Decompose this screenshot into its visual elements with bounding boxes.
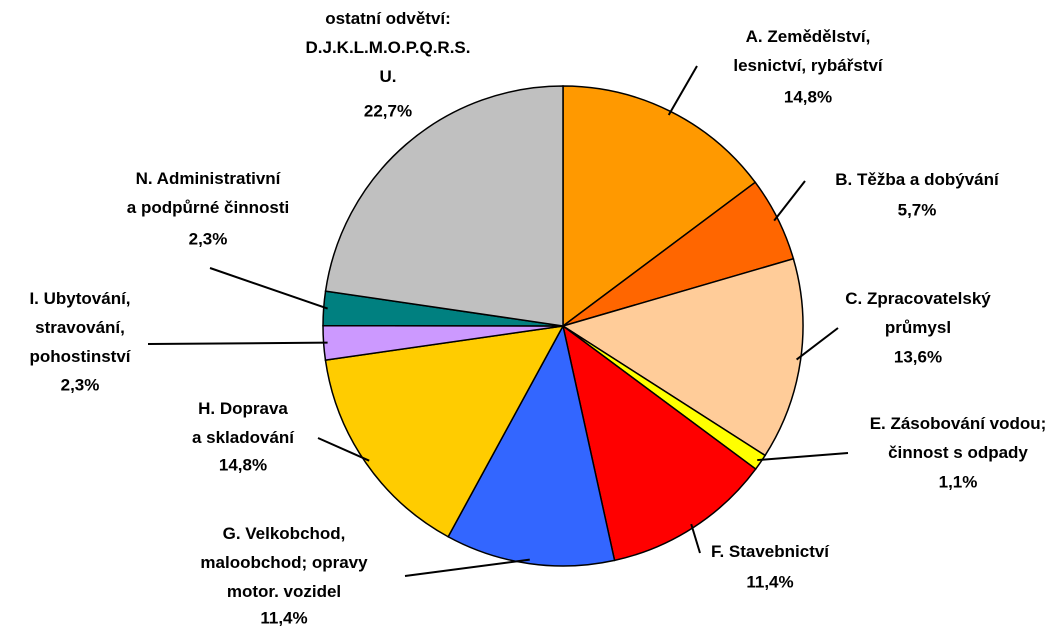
value-label: 5,7% (898, 200, 937, 219)
slice-label: E. Zásobování vodou; činnost s odpady (870, 414, 1047, 462)
slice-label: ostatní odvětví: D.J.K.L.M.O.P.Q.R.S. U. (306, 9, 471, 86)
value-label: 14,8% (784, 87, 832, 106)
slice-label: A. Zemědělství, lesnictví, rybářství (733, 27, 884, 75)
leader-line (795, 327, 839, 361)
value-label: 13,6% (894, 347, 942, 366)
slice-label: B. Těžba a dobývání (835, 170, 1000, 189)
value-label: 1,1% (939, 472, 978, 491)
slice-label: H. Doprava a skladování (192, 399, 295, 447)
value-label: 2,3% (189, 229, 228, 248)
leader-line (147, 341, 328, 345)
slice-label: N. Administrativní a podpůrné činnosti (127, 169, 289, 217)
leader-line (757, 452, 849, 462)
leader-line (317, 437, 370, 462)
pie-slice (324, 325, 565, 538)
pie-slice (561, 257, 804, 457)
slice-label: F. Stavebnictví (711, 542, 830, 561)
leader-line (209, 267, 328, 310)
value-label: 11,4% (746, 572, 793, 591)
slice-label: G. Velkobchod, maloobchod; opravy motor. v… (200, 524, 368, 601)
leader-line (690, 523, 701, 554)
slice-label: I. Ubytování, stravování, pohostinství (29, 289, 131, 366)
value-label: 22,7% (364, 101, 412, 120)
value-label: 11,4% (260, 608, 307, 627)
pie-slice (561, 324, 757, 562)
pie-slice (324, 85, 564, 327)
value-label: 2,3% (61, 375, 100, 394)
leader-line (667, 65, 698, 116)
leader-line (773, 180, 806, 222)
leader-line (404, 558, 530, 577)
value-label: 14,8% (219, 455, 267, 474)
pie-slice (447, 323, 616, 567)
slice-label: C. Zpracovatelský průmysl (845, 289, 991, 337)
